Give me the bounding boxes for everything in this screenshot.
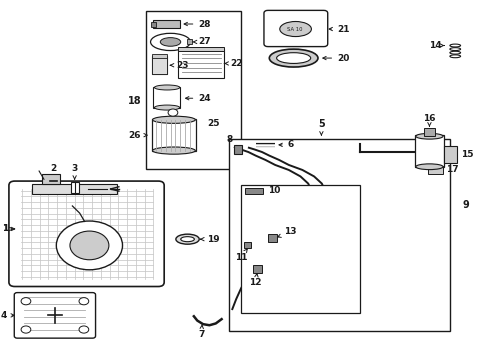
Ellipse shape: [181, 237, 195, 242]
Text: 26: 26: [128, 131, 147, 140]
Bar: [268, 234, 277, 242]
Text: 8: 8: [226, 135, 238, 149]
Bar: [428, 166, 443, 174]
Text: 6: 6: [279, 140, 294, 149]
Text: 12: 12: [249, 274, 262, 287]
Bar: [423, 129, 435, 136]
Bar: [32, 184, 117, 194]
Text: 13: 13: [278, 228, 297, 237]
Circle shape: [79, 326, 89, 333]
Bar: [443, 145, 457, 163]
FancyBboxPatch shape: [14, 293, 96, 338]
Text: 29: 29: [74, 184, 87, 193]
Ellipse shape: [416, 134, 443, 139]
Text: 14: 14: [429, 41, 442, 50]
Text: 1: 1: [1, 224, 8, 233]
Text: 28: 28: [184, 19, 211, 28]
Ellipse shape: [280, 22, 312, 37]
Bar: [241, 185, 360, 313]
Bar: [153, 21, 180, 28]
Text: 11: 11: [235, 249, 247, 262]
Circle shape: [70, 231, 109, 260]
Bar: [178, 46, 224, 51]
Bar: [146, 12, 241, 169]
Ellipse shape: [176, 234, 199, 244]
Bar: [187, 40, 193, 44]
Text: 1: 1: [2, 224, 15, 233]
Ellipse shape: [152, 116, 196, 123]
Text: 2: 2: [50, 164, 57, 180]
Text: 5: 5: [318, 119, 325, 135]
Circle shape: [79, 298, 89, 305]
Bar: [71, 182, 78, 193]
Bar: [234, 145, 242, 154]
FancyBboxPatch shape: [9, 181, 164, 287]
Bar: [152, 57, 167, 74]
Text: 17: 17: [446, 166, 459, 175]
Ellipse shape: [150, 33, 191, 50]
Bar: [178, 49, 224, 78]
Text: 3: 3: [72, 164, 78, 179]
Bar: [245, 188, 264, 194]
Text: 20: 20: [323, 54, 349, 63]
Ellipse shape: [152, 147, 196, 154]
Bar: [153, 87, 180, 108]
Text: 22: 22: [224, 59, 243, 68]
Bar: [253, 265, 262, 273]
Circle shape: [21, 298, 31, 305]
Ellipse shape: [270, 49, 318, 67]
Bar: [152, 119, 196, 151]
Text: 21: 21: [329, 24, 349, 33]
Text: 15: 15: [461, 150, 473, 159]
Bar: [151, 22, 156, 27]
Bar: [229, 139, 450, 330]
Text: 23: 23: [171, 61, 189, 70]
Bar: [42, 174, 60, 184]
Bar: [152, 54, 167, 58]
Text: 16: 16: [423, 114, 436, 126]
Text: 27: 27: [193, 37, 211, 46]
Ellipse shape: [154, 85, 180, 90]
Ellipse shape: [154, 105, 180, 110]
Circle shape: [21, 326, 31, 333]
Bar: [152, 55, 167, 74]
Bar: [245, 242, 251, 248]
Text: SA 10: SA 10: [287, 27, 302, 32]
Text: 9: 9: [463, 200, 469, 210]
Text: 25: 25: [207, 119, 220, 128]
Text: 19: 19: [200, 235, 219, 244]
Text: 7: 7: [198, 325, 204, 339]
FancyBboxPatch shape: [264, 10, 328, 46]
Circle shape: [56, 221, 122, 270]
Text: 24: 24: [186, 94, 211, 103]
Ellipse shape: [160, 38, 181, 46]
Ellipse shape: [277, 53, 311, 63]
Ellipse shape: [416, 164, 443, 170]
Bar: [416, 135, 443, 167]
Text: 18: 18: [128, 96, 141, 106]
Text: 4: 4: [0, 311, 14, 320]
Text: 10: 10: [258, 186, 280, 195]
Circle shape: [168, 109, 178, 116]
